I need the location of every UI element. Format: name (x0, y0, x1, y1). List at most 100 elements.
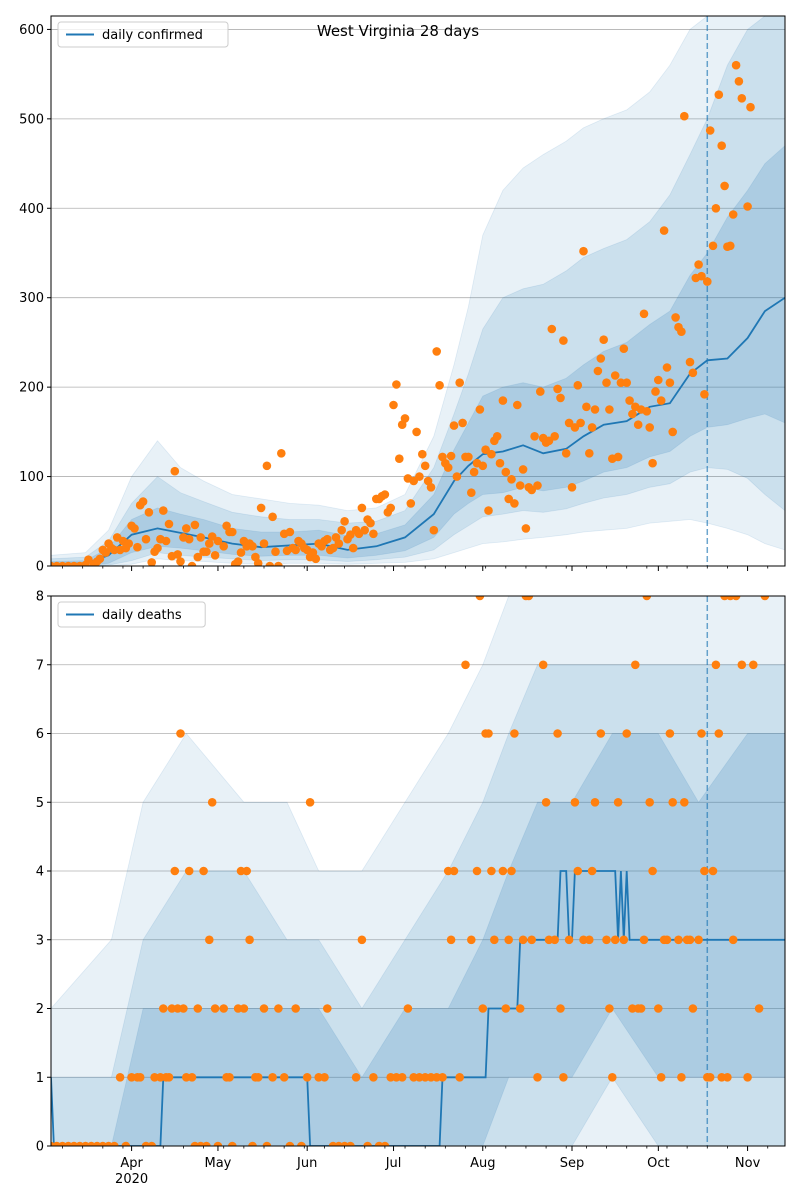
data-point (628, 409, 637, 419)
data-point (455, 378, 465, 388)
data-point (472, 866, 482, 876)
data-point (680, 111, 689, 121)
data-point (274, 1004, 283, 1013)
data-point (605, 405, 614, 414)
data-point (363, 1141, 372, 1146)
data-point (467, 488, 476, 498)
data-point (536, 387, 545, 396)
data-point (153, 543, 162, 553)
data-point (737, 660, 747, 670)
data-point (262, 1141, 272, 1146)
data-point (443, 463, 453, 472)
data-point (645, 423, 654, 432)
data-point (366, 518, 375, 528)
data-point (665, 378, 675, 388)
data-point (196, 533, 205, 542)
data-point (550, 432, 559, 441)
data-point (700, 390, 709, 399)
data-point (121, 1141, 131, 1146)
data-point (639, 309, 649, 319)
data-point (426, 483, 436, 492)
data-point (268, 512, 277, 522)
data-point (173, 550, 182, 559)
data-point (369, 1073, 378, 1082)
data-point (248, 1141, 257, 1146)
data-point (461, 660, 470, 670)
legend-label: daily confirmed (102, 28, 203, 43)
data-point (619, 344, 629, 354)
data-point (277, 449, 286, 458)
data-point (210, 1004, 220, 1013)
data-point (176, 557, 185, 566)
data-point (602, 378, 611, 388)
y-tick-label: 500 (19, 112, 44, 127)
data-point (515, 481, 525, 490)
data-point (656, 1073, 666, 1082)
data-point (685, 935, 695, 945)
data-point (564, 418, 574, 428)
data-point (602, 935, 611, 945)
data-point (590, 405, 600, 414)
data-point (613, 798, 623, 807)
data-point (553, 384, 562, 394)
data-point (115, 1073, 125, 1082)
data-point (219, 1004, 228, 1013)
data-point (731, 60, 741, 70)
data-point (184, 534, 194, 544)
data-point (746, 102, 755, 112)
x-tick-label: Jul (385, 1156, 402, 1171)
data-point (723, 1073, 732, 1082)
data-point (334, 539, 344, 548)
data-point (193, 552, 203, 562)
data-point (570, 798, 580, 807)
data-point (297, 1141, 306, 1146)
data-point (717, 141, 726, 150)
data-point (527, 935, 536, 945)
y-tick-label: 100 (19, 470, 44, 485)
data-point (245, 935, 254, 945)
y-tick-label: 8 (36, 590, 44, 605)
data-point (714, 729, 724, 738)
data-point (760, 596, 770, 601)
data-point (492, 432, 502, 441)
y-tick-label: 400 (19, 202, 44, 217)
data-point (446, 451, 456, 461)
data-point (259, 539, 269, 548)
data-point (610, 935, 620, 945)
x-tick-label: May (205, 1156, 232, 1171)
legend-box (57, 601, 206, 628)
data-point (728, 210, 738, 219)
data-point (518, 465, 528, 474)
data-point (475, 405, 485, 414)
data-point (469, 467, 479, 477)
data-point (642, 596, 652, 601)
data-point (225, 1073, 234, 1082)
data-point (147, 1141, 156, 1146)
data-point (268, 1073, 277, 1082)
data-point (590, 798, 600, 807)
data-point (642, 407, 652, 416)
data-point (582, 402, 591, 412)
data-point (559, 336, 568, 345)
data-point (147, 558, 156, 566)
data-point (711, 204, 721, 213)
data-point (530, 432, 539, 441)
data-point (193, 1004, 203, 1013)
data-point (754, 1004, 764, 1013)
data-point (219, 542, 228, 551)
data-point (360, 525, 370, 535)
data-point (95, 554, 105, 564)
data-point (648, 866, 657, 876)
data-point (458, 418, 467, 428)
data-point (187, 561, 197, 566)
data-point (677, 327, 686, 337)
data-point (515, 1004, 525, 1013)
data-point (694, 260, 703, 269)
data-point (659, 226, 669, 235)
data-point (210, 551, 220, 560)
data-point (475, 596, 485, 601)
data-point (487, 866, 496, 876)
y-tick-label: 1 (36, 1071, 44, 1086)
data-point (248, 542, 257, 551)
data-point (133, 542, 142, 552)
